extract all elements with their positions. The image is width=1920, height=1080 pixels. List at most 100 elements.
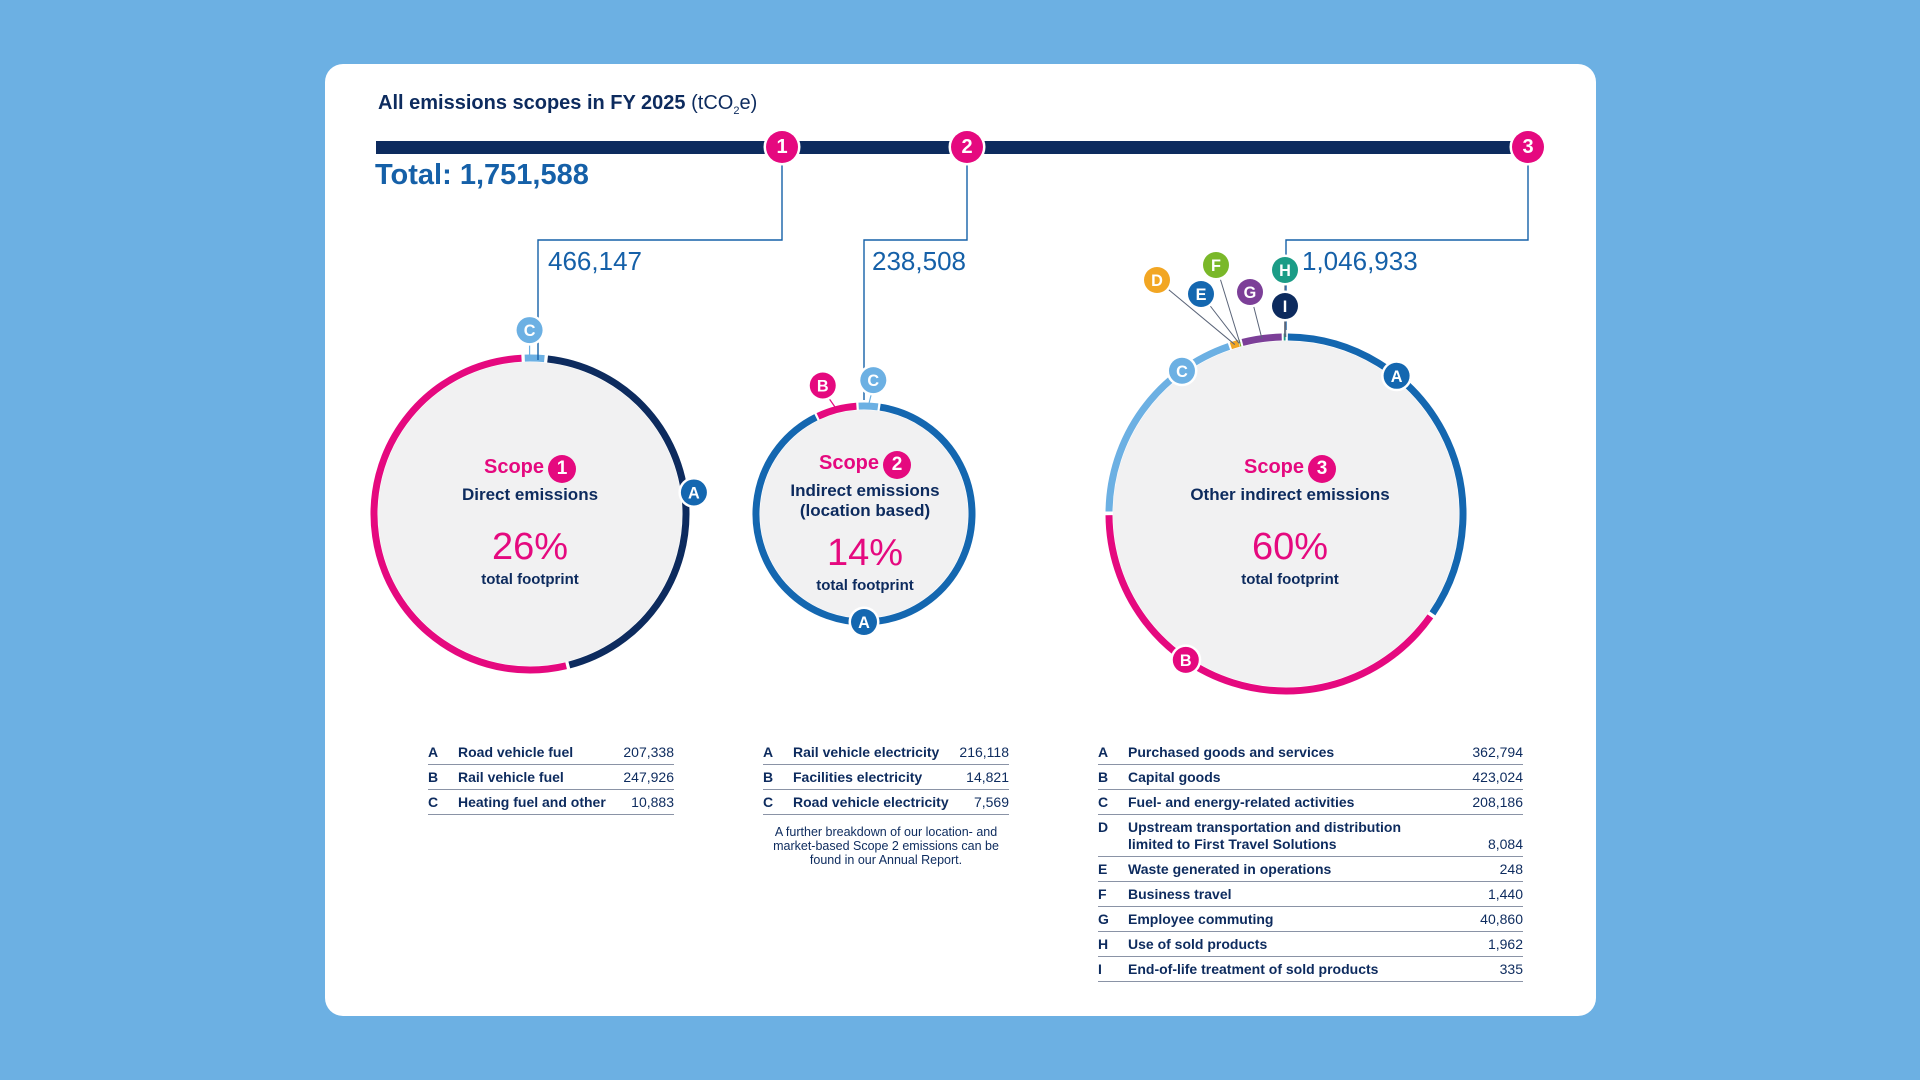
legend-key: H <box>1098 931 1128 957</box>
scope-3-center-text: Scope 3 Other indirect emissions 60% tota… <box>1150 455 1430 588</box>
scope-1-share: 26% <box>491 526 569 568</box>
scope-1-bar-marker-letter: 1 <box>776 136 787 158</box>
legend-key: E <box>1098 856 1128 882</box>
scope-3-badge-E <box>1188 281 1214 307</box>
scope-3-bar-marker-letter: 3 <box>1522 136 1533 158</box>
scope-2-badge-B-letter: B <box>817 377 829 395</box>
scope-2-center-text: Scope 2 Indirect emissions (location base… <box>750 451 980 594</box>
legend-label: Waste generated in operations <box>1128 856 1473 882</box>
scope-3-value-label: 1,046,933 <box>1302 246 1418 276</box>
scope-1-description: Direct emissions <box>461 485 599 504</box>
scope-2-badge-C <box>860 367 887 394</box>
table-row: D Upstream transportation and distributio… <box>1098 814 1523 857</box>
legend-key: C <box>763 789 793 815</box>
table-row: B Capital goods 423,024 <box>1098 764 1523 790</box>
legend-key: B <box>1098 764 1128 790</box>
scope-1-segment-C <box>524 354 545 363</box>
scope-3-bar-marker <box>1512 131 1544 163</box>
scope-3-badge-A <box>1383 362 1410 389</box>
scope-3-badge-C <box>1168 357 1195 384</box>
scope-2-legend: A Rail vehicle electricity 216,118 B Facili… <box>763 740 1009 815</box>
scope-2-disc <box>760 410 968 618</box>
scope-3-share-label: total footprint <box>1241 571 1339 588</box>
legend-value: 362,794 <box>1472 740 1523 765</box>
legend-label: Capital goods <box>1128 764 1473 790</box>
scope-2-word: Scope <box>818 452 880 475</box>
scope-3-number-badge: 3 <box>1308 455 1337 483</box>
scope-2-share-label: total footprint <box>816 577 914 594</box>
table-row: C Heating fuel and other 10,883 <box>428 789 674 815</box>
table-row: C Road vehicle electricity 7,569 <box>763 789 1009 815</box>
scope-3-segment-D <box>1229 340 1240 350</box>
table-row: A Rail vehicle electricity 216,118 <box>763 740 1009 765</box>
scope-3-badge-D <box>1144 267 1170 293</box>
legend-value: 14,821 <box>956 764 1009 790</box>
scope-1-center-text: Scope 1 Direct emissions 26% total footpr… <box>430 455 630 588</box>
scope-3-badge-G <box>1237 279 1263 305</box>
legend-label: Heating fuel and other <box>458 789 619 815</box>
legend-value: 335 <box>1472 956 1523 982</box>
scope-3-badge-C-letter: C <box>1176 363 1188 381</box>
scope-3-segment-B <box>1105 515 1434 695</box>
legend-value: 248 <box>1472 856 1523 882</box>
scope-2-badge-A-letter: A <box>858 614 870 632</box>
legend-label: Rail vehicle electricity <box>793 740 957 765</box>
scope-1-leader-line <box>537 147 783 360</box>
scope-2-number-badge: 2 <box>883 451 912 479</box>
scope-2-segment-C <box>858 402 879 411</box>
legend-label: End-of-life treatment of sold products <box>1128 956 1473 982</box>
table-row: B Facilities electricity 14,821 <box>763 764 1009 790</box>
scope-2-share: 14% <box>826 532 904 574</box>
legend-key: B <box>763 764 793 790</box>
legend-label: Road vehicle electricity <box>793 789 957 815</box>
legend-key: B <box>428 764 458 790</box>
scope-3-badge-G-letter: G <box>1244 284 1257 302</box>
table-row: A Road vehicle fuel 207,338 <box>428 740 674 765</box>
scope-3-badge-D-letter: D <box>1151 272 1163 290</box>
legend-label: Rail vehicle fuel <box>458 764 619 790</box>
legend-value: 247,926 <box>618 764 674 790</box>
scope-3-share: 60% <box>1251 526 1329 568</box>
scope-1-share-label: total footprint <box>481 571 579 588</box>
scope-2-segment-A <box>752 403 976 626</box>
legend-value: 216,118 <box>956 740 1009 765</box>
legend-key: A <box>763 740 793 765</box>
scope-3-segment-A <box>1287 333 1467 616</box>
scope-3-badge-F <box>1203 252 1229 278</box>
legend-value: 207,338 <box>618 740 674 765</box>
scope-3-badge-I <box>1272 293 1298 319</box>
legend-value: 423,024 <box>1472 764 1523 790</box>
scope-2-leader-line <box>863 147 968 400</box>
table-row: I End-of-life treatment of sold products 3… <box>1098 956 1523 982</box>
scope-3-badge-F-letter: F <box>1211 257 1221 275</box>
scope-3-badge-I-letter: I <box>1283 298 1288 316</box>
legend-key: I <box>1098 956 1128 982</box>
chart-title: All emissions scopes in FY 2025 (tCO2e) <box>378 92 758 117</box>
legend-label: Business travel <box>1128 881 1473 907</box>
scope-1-legend: A Road vehicle fuel 207,338 B Rail vehicle … <box>428 740 674 815</box>
legend-key: F <box>1098 881 1128 907</box>
scope-1-segment-B <box>370 354 567 674</box>
scope-1-badge-C <box>516 317 543 344</box>
legend-key: C <box>1098 789 1128 815</box>
scope-3-badge-H <box>1272 257 1298 283</box>
scope-3-badge-B <box>1172 646 1199 673</box>
scope-1-bar-marker <box>766 131 798 163</box>
legend-label: Purchased goods and services <box>1128 740 1473 765</box>
scope-1-word: Scope <box>483 456 545 479</box>
legend-label: Fuel- and energy-related activities <box>1128 789 1473 815</box>
scope-3-badge-B-letter: B <box>1180 652 1192 670</box>
legend-value: 10,883 <box>618 789 674 815</box>
legend-value: 7,569 <box>956 789 1009 815</box>
scope-2-segment-B <box>816 402 857 420</box>
table-row: C Fuel- and energy-related activities 208,… <box>1098 789 1523 815</box>
scope-1-number-badge: 1 <box>548 455 577 483</box>
scope-3-legend: A Purchased goods and services 362,794 B Ca… <box>1098 740 1523 982</box>
scope-3-badge-A-letter: A <box>1391 368 1403 386</box>
scope-3-segment-C <box>1105 343 1231 512</box>
scope-2-note: A further breakdown of our location- and… <box>773 825 999 867</box>
table-row: G Employee commuting 40,860 <box>1098 906 1523 932</box>
table-row: E Waste generated in operations 248 <box>1098 856 1523 882</box>
legend-value: 8,084 <box>1472 814 1523 857</box>
